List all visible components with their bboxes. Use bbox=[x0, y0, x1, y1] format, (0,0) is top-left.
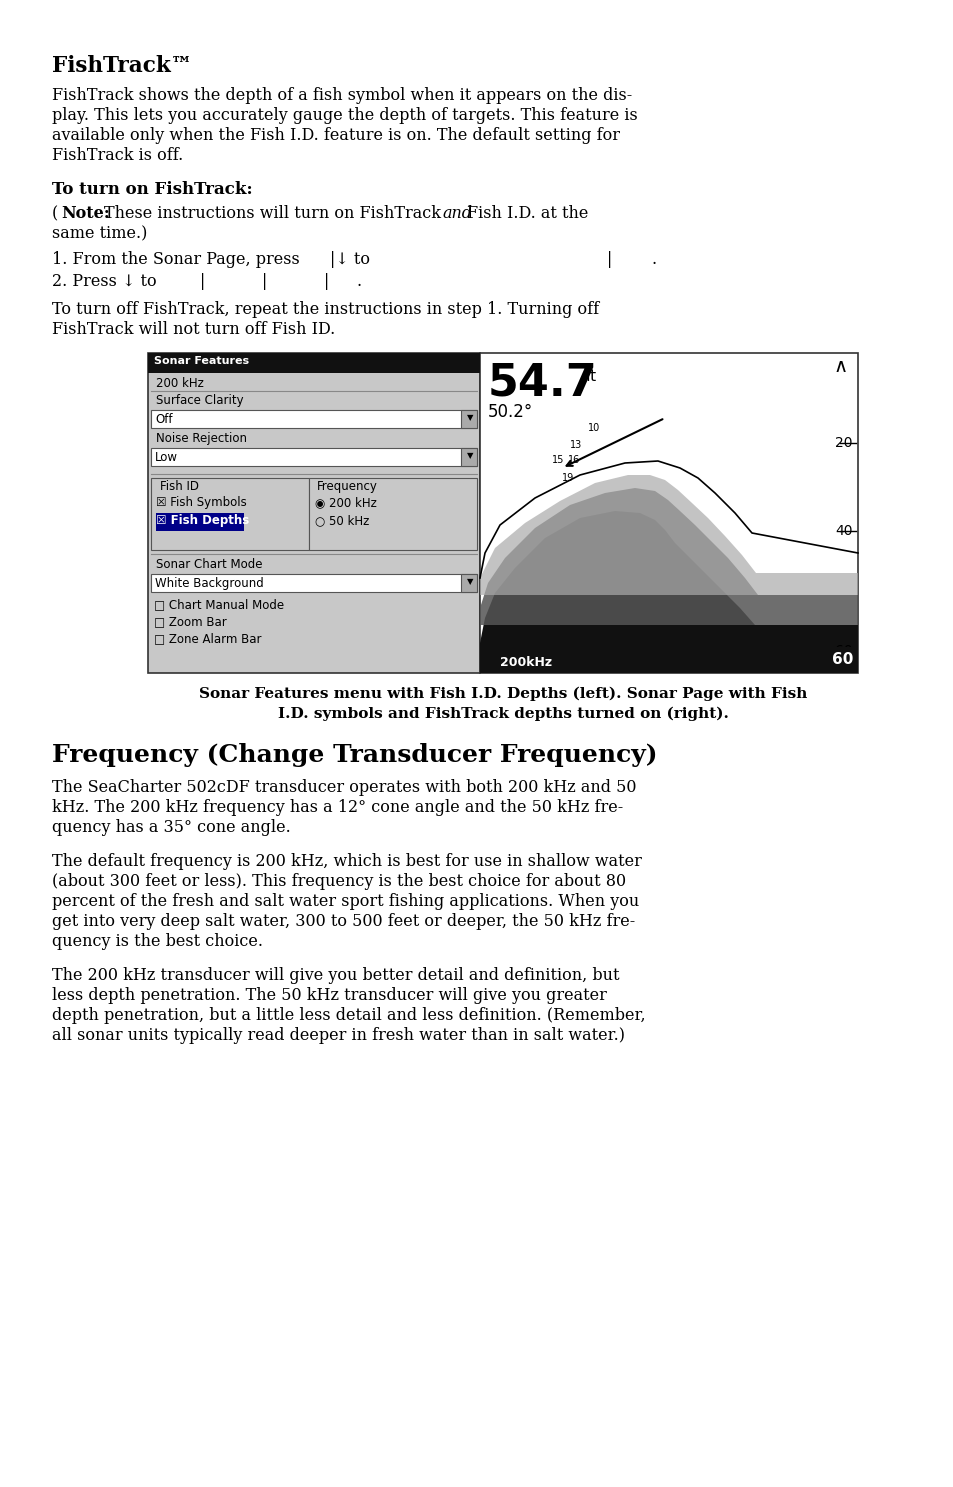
Bar bbox=[151, 477, 309, 550]
Text: .: . bbox=[651, 251, 657, 268]
Text: quency has a 35° cone angle.: quency has a 35° cone angle. bbox=[52, 819, 291, 836]
Text: 20: 20 bbox=[835, 436, 852, 451]
Bar bbox=[156, 513, 244, 531]
Text: White Background: White Background bbox=[154, 577, 263, 590]
Text: ○ 50 kHz: ○ 50 kHz bbox=[314, 515, 369, 526]
Text: Fish I.D. at the: Fish I.D. at the bbox=[467, 205, 588, 222]
Polygon shape bbox=[479, 512, 857, 674]
Bar bbox=[151, 448, 476, 465]
Text: 2. Press ↓ to: 2. Press ↓ to bbox=[52, 274, 156, 290]
Text: |: | bbox=[200, 274, 205, 290]
Bar bbox=[460, 410, 476, 428]
Text: FishTrack will not turn off Fish ID.: FishTrack will not turn off Fish ID. bbox=[52, 321, 335, 338]
Text: □ Chart Manual Mode: □ Chart Manual Mode bbox=[153, 598, 284, 611]
Polygon shape bbox=[479, 488, 857, 642]
Text: The default frequency is 200 kHz, which is best for use in shallow water: The default frequency is 200 kHz, which … bbox=[52, 854, 641, 870]
Bar bbox=[309, 477, 476, 550]
Polygon shape bbox=[479, 474, 857, 608]
Text: |: | bbox=[606, 251, 612, 268]
Text: 60: 60 bbox=[835, 644, 852, 659]
Text: Frequency (Change Transducer Frequency): Frequency (Change Transducer Frequency) bbox=[52, 744, 657, 767]
Text: percent of the fresh and salt water sport fishing applications. When you: percent of the fresh and salt water spor… bbox=[52, 894, 639, 910]
Text: I.D. symbols and FishTrack depths turned on (right).: I.D. symbols and FishTrack depths turned… bbox=[277, 706, 728, 721]
Text: kHz. The 200 kHz frequency has a 12° cone angle and the 50 kHz fre-: kHz. The 200 kHz frequency has a 12° con… bbox=[52, 799, 622, 816]
Text: .: . bbox=[356, 274, 362, 290]
Text: ▼: ▼ bbox=[467, 577, 473, 586]
Text: Off: Off bbox=[154, 413, 172, 425]
Text: less depth penetration. The 50 kHz transducer will give you greater: less depth penetration. The 50 kHz trans… bbox=[52, 987, 606, 1004]
Text: ▼: ▼ bbox=[467, 413, 473, 422]
Text: 54.7: 54.7 bbox=[488, 361, 598, 404]
Text: Sonar Chart Mode: Sonar Chart Mode bbox=[156, 558, 262, 571]
Text: 19: 19 bbox=[561, 473, 574, 483]
Text: play. This lets you accurately gauge the depth of targets. This feature is: play. This lets you accurately gauge the… bbox=[52, 107, 638, 123]
Text: |↓ to: |↓ to bbox=[330, 251, 370, 268]
Text: Low: Low bbox=[154, 451, 178, 464]
Text: ☒ Fish Symbols: ☒ Fish Symbols bbox=[156, 497, 247, 509]
Text: Sonar Features: Sonar Features bbox=[153, 355, 249, 366]
Text: |: | bbox=[324, 274, 329, 290]
Bar bbox=[460, 574, 476, 592]
Text: Note:: Note: bbox=[61, 205, 110, 222]
Text: ∧: ∧ bbox=[832, 357, 846, 376]
Text: all sonar units typically read deeper in fresh water than in salt water.): all sonar units typically read deeper in… bbox=[52, 1028, 624, 1044]
Text: ft: ft bbox=[585, 369, 597, 384]
Text: 10: 10 bbox=[587, 422, 599, 433]
Text: 50.2°: 50.2° bbox=[488, 403, 533, 421]
Text: and: and bbox=[441, 205, 472, 222]
Text: □ Zoom Bar: □ Zoom Bar bbox=[153, 616, 227, 628]
Text: ☒ Fish Depths: ☒ Fish Depths bbox=[156, 515, 249, 526]
Text: FishTrack is off.: FishTrack is off. bbox=[52, 147, 183, 164]
Text: 60: 60 bbox=[831, 653, 853, 668]
Text: quency is the best choice.: quency is the best choice. bbox=[52, 932, 263, 950]
Text: FishTrack™: FishTrack™ bbox=[52, 55, 193, 77]
Text: Fish ID: Fish ID bbox=[160, 480, 199, 494]
Bar bbox=[479, 352, 857, 674]
Bar bbox=[460, 448, 476, 465]
Text: get into very deep salt water, 300 to 500 feet or deeper, the 50 kHz fre-: get into very deep salt water, 300 to 50… bbox=[52, 913, 635, 929]
Text: Frequency: Frequency bbox=[316, 480, 377, 494]
Text: Surface Clarity: Surface Clarity bbox=[156, 394, 243, 407]
Bar bbox=[827, 647, 857, 674]
Bar bbox=[151, 410, 476, 428]
Text: 40: 40 bbox=[835, 523, 852, 538]
Text: depth penetration, but a little less detail and less definition. (Remember,: depth penetration, but a little less det… bbox=[52, 1007, 645, 1025]
Text: |: | bbox=[262, 274, 267, 290]
Text: Noise Rejection: Noise Rejection bbox=[156, 433, 247, 445]
Text: To turn on FishTrack:: To turn on FishTrack: bbox=[52, 181, 253, 198]
Text: ◉ 200 kHz: ◉ 200 kHz bbox=[314, 497, 376, 509]
Text: 200 kHz: 200 kHz bbox=[156, 378, 204, 390]
Bar bbox=[148, 352, 479, 674]
Text: 1. From the Sonar Page, press: 1. From the Sonar Page, press bbox=[52, 251, 299, 268]
Text: 16: 16 bbox=[567, 455, 579, 465]
Text: 15: 15 bbox=[552, 455, 564, 465]
Text: The 200 kHz transducer will give you better detail and definition, but: The 200 kHz transducer will give you bet… bbox=[52, 967, 618, 984]
Text: (: ( bbox=[52, 205, 58, 222]
Text: (about 300 feet or less). This frequency is the best choice for about 80: (about 300 feet or less). This frequency… bbox=[52, 873, 625, 891]
Text: □ Zone Alarm Bar: □ Zone Alarm Bar bbox=[153, 632, 261, 645]
Text: same time.): same time.) bbox=[52, 225, 147, 242]
Text: The SeaCharter 502cDF transducer operates with both 200 kHz and 50: The SeaCharter 502cDF transducer operate… bbox=[52, 779, 636, 796]
Text: These instructions will turn on FishTrack: These instructions will turn on FishTrac… bbox=[104, 205, 440, 222]
Text: ▼: ▼ bbox=[467, 451, 473, 459]
Text: FishTrack shows the depth of a fish symbol when it appears on the dis-: FishTrack shows the depth of a fish symb… bbox=[52, 88, 632, 104]
Text: Sonar Features menu with Fish I.D. Depths (left). Sonar Page with Fish: Sonar Features menu with Fish I.D. Depth… bbox=[198, 687, 806, 702]
Text: 200kHz: 200kHz bbox=[499, 656, 552, 669]
Text: available only when the Fish I.D. feature is on. The default setting for: available only when the Fish I.D. featur… bbox=[52, 126, 619, 144]
Bar bbox=[151, 574, 476, 592]
Text: 13: 13 bbox=[569, 440, 581, 451]
Bar bbox=[148, 352, 479, 373]
Text: To turn off FishTrack, repeat the instructions in step 1. Turning off: To turn off FishTrack, repeat the instru… bbox=[52, 300, 598, 318]
